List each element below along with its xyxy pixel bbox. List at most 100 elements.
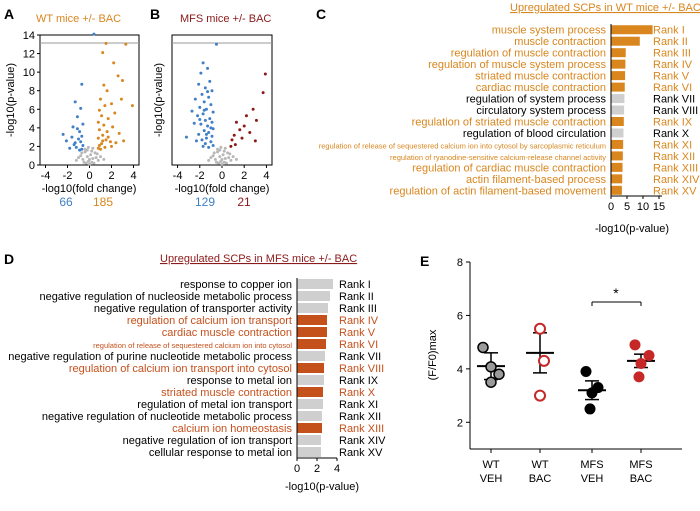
- volcano-point-ns: [211, 154, 215, 158]
- bar-category-label: regulation of calcium ion transport into…: [69, 363, 292, 375]
- volcano-point-down: [70, 135, 74, 139]
- volcano-point-ns: [94, 156, 98, 160]
- volcano-point-down: [79, 140, 83, 144]
- bar-category-label: regulation of blood circulation: [463, 128, 606, 140]
- volcano-point-down: [92, 32, 96, 36]
- panel-b-title: MFS mice +/- BAC: [180, 13, 271, 25]
- volcano-point-ns: [227, 156, 231, 160]
- bar-category-label: regulation of actin filament-based movem…: [390, 185, 606, 197]
- volcano-point-down: [72, 143, 76, 147]
- bar-category-label: response to metal ion: [187, 375, 292, 387]
- volcano-plot-b: -4 -2 0 2 4 -log10(p-value) -log10(fold chan…: [153, 34, 273, 209]
- bar-rank-label: Rank VIII: [339, 363, 384, 375]
- bar-rank-label: Rank XI: [339, 399, 378, 411]
- volcano-point-ns: [214, 160, 218, 164]
- volcano-point-ns: [82, 160, 86, 164]
- volcano-point-down: [197, 132, 201, 136]
- volcano-point-up: [229, 144, 233, 148]
- bar: [297, 363, 324, 373]
- volcano-point-up: [232, 133, 236, 137]
- volcano-point-ns: [77, 156, 80, 160]
- bar-category-label: regulation of cardiac muscle contraction: [412, 162, 606, 174]
- group-label-line2: BAC: [630, 473, 653, 485]
- bar: [611, 105, 625, 115]
- bar: [611, 139, 624, 149]
- x-tick-label: 0: [608, 201, 614, 213]
- bar-rank-label: Rank I: [339, 279, 371, 291]
- bar-rank-label: Rank XII: [339, 411, 381, 423]
- volcano-a-xlabel: -log10(fold change): [42, 183, 137, 195]
- volcano-point-down: [80, 82, 84, 86]
- volcano-point-ns: [88, 162, 91, 166]
- x-tick-label: 15: [653, 201, 665, 213]
- bar-rank-label: Rank IX: [653, 116, 693, 128]
- bar-chart-d-xlabel: -log10(p-value): [285, 481, 359, 493]
- dot-plot-e-ylabel: (F/F0)max: [427, 329, 439, 380]
- volcano-point-ns: [212, 151, 216, 155]
- volcano-point-up: [101, 133, 105, 137]
- bar-category-label: regulation of metal ion transport: [137, 399, 292, 411]
- volcano-point-up: [124, 42, 128, 46]
- volcano-point-up: [254, 118, 258, 122]
- bar-category-label: regulation of muscle contraction: [451, 48, 606, 60]
- bar-rank-label: Rank X: [339, 387, 376, 399]
- volcano-point-down: [201, 144, 205, 148]
- bar-category-label: circulatory system process: [476, 105, 606, 117]
- volcano-point-ns: [90, 149, 94, 153]
- x-tick-label: -4: [41, 170, 51, 182]
- volcano-point-up: [106, 117, 110, 121]
- volcano-point-down: [202, 129, 206, 133]
- bar: [297, 351, 325, 361]
- volcano-point-ns: [91, 157, 95, 160]
- volcano-point-down: [81, 122, 85, 126]
- volcano-point-ns: [223, 146, 227, 150]
- bar-rank-label: Rank VI: [653, 82, 692, 94]
- volcano-point-down: [207, 145, 211, 149]
- bar-chart-c-bars: muscle system process Rank I muscle contra…: [319, 25, 700, 198]
- volcano-point-up: [105, 89, 109, 93]
- volcano-point-down: [208, 117, 212, 121]
- volcano-point-down: [203, 118, 207, 122]
- y-tick-label: 2: [29, 141, 35, 153]
- volcano-point-up: [238, 128, 242, 132]
- bar-category-label: regulation of system process: [466, 94, 607, 106]
- volcano-point-ns: [216, 150, 220, 154]
- group-label-line2: VEH: [581, 473, 604, 485]
- volcano-point-down: [74, 145, 78, 149]
- bar-category-label: calcium ion homeostasis: [172, 423, 292, 435]
- volcano-point-ns: [95, 152, 99, 156]
- panel-a-title: WT mice +/- BAC: [36, 13, 121, 25]
- bar: [297, 399, 323, 409]
- volcano-point-up: [101, 139, 105, 143]
- volcano-point-ns: [213, 157, 217, 161]
- volcano-point-ns: [224, 161, 228, 165]
- x-tick-label: -2: [195, 170, 205, 182]
- volcano-point-up: [114, 141, 118, 145]
- data-point: [485, 376, 497, 388]
- data-point: [534, 322, 546, 335]
- volcano-point-ns: [234, 157, 238, 161]
- bar-chart-d-bars: response to copper ion Rank I negative reg…: [8, 279, 386, 459]
- volcano-point-ns: [229, 158, 233, 162]
- bar: [297, 291, 330, 301]
- volcano-point-ns: [222, 149, 226, 153]
- bar-chart-c-x-ticks: 0 5 10 15: [608, 196, 665, 213]
- bar-chart-c: muscle system process Rank I muscle contra…: [319, 24, 700, 235]
- panel-d-title: Upregulated SCPs in MFS mice +/- BAC: [160, 253, 357, 265]
- bar: [611, 94, 625, 104]
- panel-c-letter: C: [316, 6, 326, 22]
- bar-category-label: negative regulation of purine nucleotide…: [8, 351, 292, 363]
- x-tick-label: 0: [294, 463, 300, 475]
- bar-chart-c-xlabel: -log10(p-value): [595, 223, 669, 235]
- data-point: [477, 341, 489, 354]
- volcano-point-down: [199, 122, 203, 126]
- panel-d-letter: D: [4, 251, 14, 267]
- bar-rank-label: Rank IV: [339, 315, 379, 327]
- bar-rank-label: Rank VII: [653, 94, 695, 106]
- group-label-line2: BAC: [529, 473, 552, 485]
- bar: [297, 387, 323, 397]
- volcano-point-up: [113, 111, 117, 115]
- bar-rank-label: Rank IV: [653, 59, 693, 71]
- volcano-point-ns: [92, 161, 96, 165]
- data-point: [586, 387, 598, 399]
